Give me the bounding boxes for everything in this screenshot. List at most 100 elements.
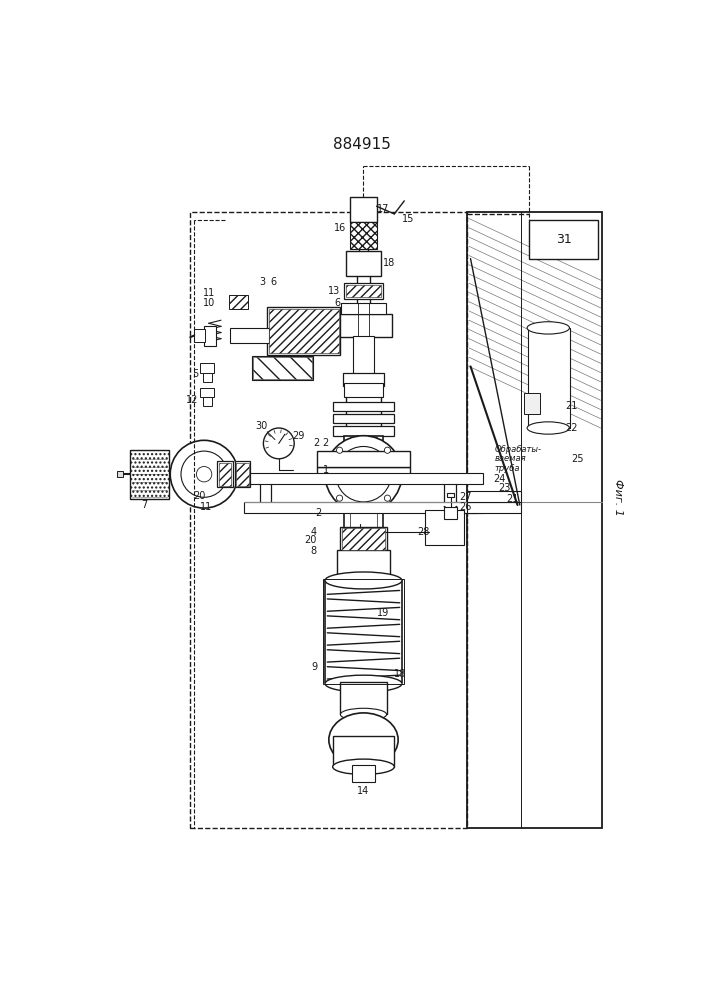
Circle shape <box>181 451 227 497</box>
Bar <box>354 336 373 382</box>
Circle shape <box>264 428 294 459</box>
Text: 2: 2 <box>313 438 320 448</box>
Text: 9: 9 <box>311 662 317 672</box>
Bar <box>340 682 387 714</box>
Bar <box>333 736 395 767</box>
Text: 16: 16 <box>334 223 346 233</box>
Bar <box>203 373 212 382</box>
Bar <box>230 328 269 343</box>
Text: 30: 30 <box>256 421 268 431</box>
Bar <box>529 220 598 259</box>
Bar <box>337 550 390 582</box>
Bar <box>344 283 382 299</box>
Bar <box>253 357 312 379</box>
Text: 29: 29 <box>292 431 304 441</box>
Bar <box>203 397 212 406</box>
Ellipse shape <box>527 422 569 434</box>
Text: 884915: 884915 <box>333 137 391 152</box>
Text: 8: 8 <box>310 546 317 556</box>
Circle shape <box>337 495 343 501</box>
Bar <box>236 463 249 486</box>
Text: 27: 27 <box>460 492 472 502</box>
Bar <box>267 307 340 355</box>
Bar <box>200 363 214 373</box>
Bar <box>190 212 467 828</box>
Text: ваемая: ваемая <box>494 454 526 463</box>
Bar <box>200 388 214 397</box>
Circle shape <box>336 446 391 502</box>
Text: 10: 10 <box>203 298 215 308</box>
Bar <box>444 507 457 519</box>
Bar <box>325 580 402 682</box>
Bar <box>344 383 382 397</box>
Bar <box>525 393 540 414</box>
Bar <box>351 222 377 249</box>
Bar <box>467 491 521 502</box>
Circle shape <box>385 495 390 501</box>
Text: 18: 18 <box>395 669 407 679</box>
Bar <box>130 450 169 499</box>
Text: 14: 14 <box>357 786 370 796</box>
Bar <box>194 329 205 342</box>
Text: 31: 31 <box>556 233 571 246</box>
Text: 3: 3 <box>259 277 266 287</box>
Text: 21: 21 <box>565 401 578 411</box>
Bar <box>117 471 123 477</box>
Text: 19: 19 <box>377 608 389 618</box>
Ellipse shape <box>325 572 402 589</box>
Bar <box>333 426 395 436</box>
Text: 7: 7 <box>141 500 147 510</box>
Bar <box>317 466 409 482</box>
Bar <box>235 461 250 487</box>
Ellipse shape <box>329 713 398 767</box>
Bar <box>333 414 395 423</box>
Bar <box>269 309 339 353</box>
Bar <box>352 765 375 782</box>
Text: 6: 6 <box>270 277 276 287</box>
Text: 26: 26 <box>460 502 472 512</box>
Text: 5: 5 <box>192 369 198 379</box>
Bar <box>218 463 231 486</box>
Bar <box>467 212 602 828</box>
Text: труба: труба <box>494 464 520 473</box>
Text: Фиг. 1: Фиг. 1 <box>614 479 624 516</box>
Bar <box>342 528 385 550</box>
Bar <box>448 493 454 497</box>
Bar <box>346 251 381 276</box>
Text: 13: 13 <box>328 286 340 296</box>
Bar <box>252 356 313 380</box>
Bar <box>217 461 233 487</box>
Text: 6: 6 <box>334 298 340 308</box>
Text: 20: 20 <box>193 491 206 501</box>
Bar <box>340 527 387 551</box>
Text: 22: 22 <box>565 423 578 433</box>
Bar <box>204 326 216 346</box>
Ellipse shape <box>340 708 387 721</box>
Text: 4: 4 <box>310 527 317 537</box>
Text: 20: 20 <box>304 535 317 545</box>
Text: 21: 21 <box>506 494 518 504</box>
Text: 1: 1 <box>322 465 329 475</box>
Bar <box>344 436 382 528</box>
Bar <box>324 579 404 684</box>
Bar <box>335 314 392 337</box>
Ellipse shape <box>333 759 395 774</box>
Text: Обрабаты-: Обрабаты- <box>494 445 542 454</box>
Text: 25: 25 <box>571 454 584 464</box>
Bar <box>130 450 169 499</box>
Bar <box>341 303 386 314</box>
Text: 18: 18 <box>382 258 395 268</box>
Bar <box>351 197 377 222</box>
Bar <box>343 373 385 386</box>
Text: 2: 2 <box>322 438 329 448</box>
Text: 11: 11 <box>203 288 215 298</box>
Bar <box>425 510 464 545</box>
Circle shape <box>197 466 212 482</box>
Text: 23: 23 <box>498 483 510 493</box>
Circle shape <box>170 440 238 508</box>
Circle shape <box>337 447 343 453</box>
Bar <box>527 328 570 428</box>
Bar <box>346 285 381 297</box>
Text: 12: 12 <box>185 395 198 405</box>
Text: 15: 15 <box>402 214 414 224</box>
